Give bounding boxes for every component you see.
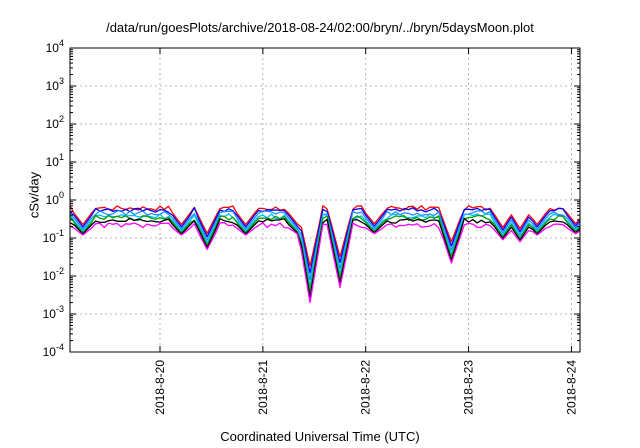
y-tick-label: 101	[46, 152, 64, 169]
y-tick-label: 103	[46, 76, 64, 93]
series-line	[69, 207, 581, 274]
x-tick-label: 2018-8-23	[462, 360, 476, 415]
series-line	[69, 214, 581, 293]
y-tick-label: 10-3	[43, 304, 64, 321]
series-line	[69, 217, 581, 298]
series-line	[69, 222, 581, 304]
x-tick-label: 2018-8-20	[153, 360, 167, 415]
y-tick-label: 100	[46, 190, 64, 207]
series-group	[69, 205, 581, 304]
series-line	[69, 205, 581, 267]
x-tick-label: 2018-8-24	[564, 360, 578, 415]
axis-ticks: 10-4 10-3 10-2 10-1 100 101 102 103 104 2018-8-20…	[43, 38, 580, 415]
y-tick-label: 10-2	[43, 266, 64, 283]
series-line	[69, 213, 581, 287]
x-tick-label: 2018-8-22	[359, 360, 373, 415]
y-tick-label: 104	[46, 38, 64, 55]
y-tick-label: 102	[46, 114, 64, 131]
x-tick-label: 2018-8-21	[256, 360, 270, 415]
grid-lines	[70, 48, 580, 352]
y-tick-label: 10-4	[43, 342, 64, 359]
x-axis-label: Coordinated Universal Time (UTC)	[220, 429, 420, 444]
y-tick-label: 10-1	[43, 228, 64, 245]
chart-title: /data/run/goesPlots/archive/2018-08-24/0…	[106, 20, 534, 35]
